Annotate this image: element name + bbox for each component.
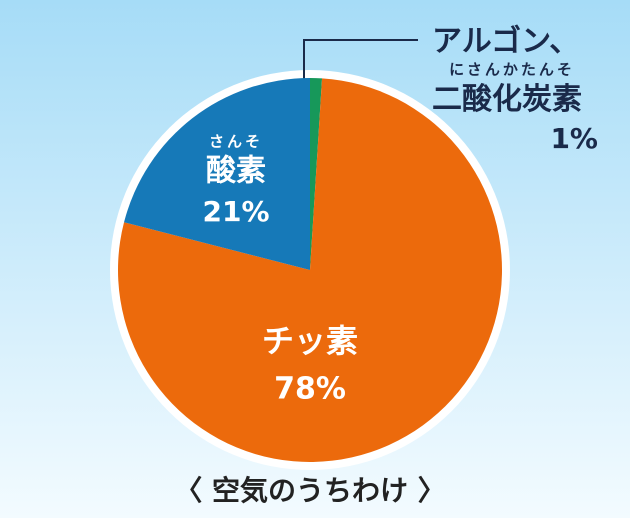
slice-label: 酸素 [206,154,266,189]
pie-slice [117,78,502,462]
pie-slice [124,78,310,270]
chart-title: 〈 空気のうちわけ 〉 [174,474,446,507]
leader-line [303,39,418,82]
pie-slice [310,78,323,270]
slice-label: アルゴン、二酸化炭素 [432,24,582,117]
value-label: 1% [550,122,598,155]
slice-label: チッ素 [262,322,358,360]
slice-reading: にさんかたんそ [449,61,575,79]
value-label: 78% [274,372,346,407]
slice-reading: さんそ [209,133,263,151]
value-label: 21% [202,195,269,228]
